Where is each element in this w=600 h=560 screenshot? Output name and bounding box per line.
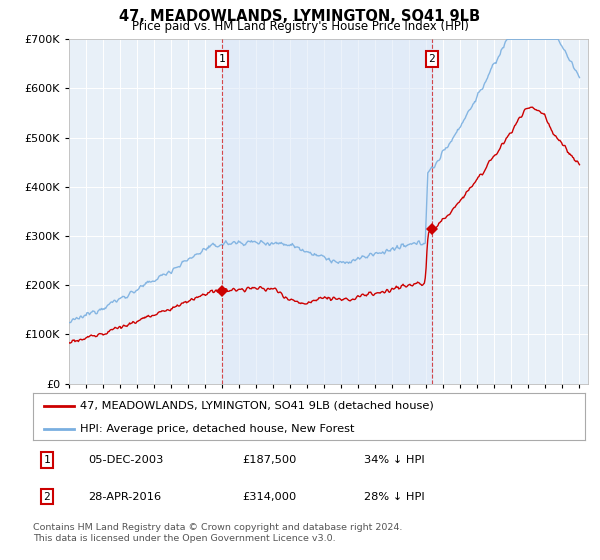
Text: Price paid vs. HM Land Registry's House Price Index (HPI): Price paid vs. HM Land Registry's House …	[131, 20, 469, 34]
Text: 2: 2	[43, 492, 50, 502]
Bar	[222, 39, 432, 384]
Text: 28% ↓ HPI: 28% ↓ HPI	[364, 492, 425, 502]
Text: Contains HM Land Registry data © Crown copyright and database right 2024.
This d: Contains HM Land Registry data © Crown c…	[33, 524, 403, 543]
Text: 1: 1	[43, 455, 50, 465]
Text: 47, MEADOWLANDS, LYMINGTON, SO41 9LB (detached house): 47, MEADOWLANDS, LYMINGTON, SO41 9LB (de…	[80, 400, 434, 410]
Text: £314,000: £314,000	[243, 492, 297, 502]
Text: 47, MEADOWLANDS, LYMINGTON, SO41 9LB: 47, MEADOWLANDS, LYMINGTON, SO41 9LB	[119, 10, 481, 24]
Text: 34% ↓ HPI: 34% ↓ HPI	[364, 455, 425, 465]
Text: HPI: Average price, detached house, New Forest: HPI: Average price, detached house, New …	[80, 424, 355, 435]
Text: £187,500: £187,500	[243, 455, 297, 465]
Text: 05-DEC-2003: 05-DEC-2003	[88, 455, 164, 465]
Text: 2: 2	[428, 54, 436, 64]
Text: 1: 1	[219, 54, 226, 64]
Text: 28-APR-2016: 28-APR-2016	[88, 492, 161, 502]
